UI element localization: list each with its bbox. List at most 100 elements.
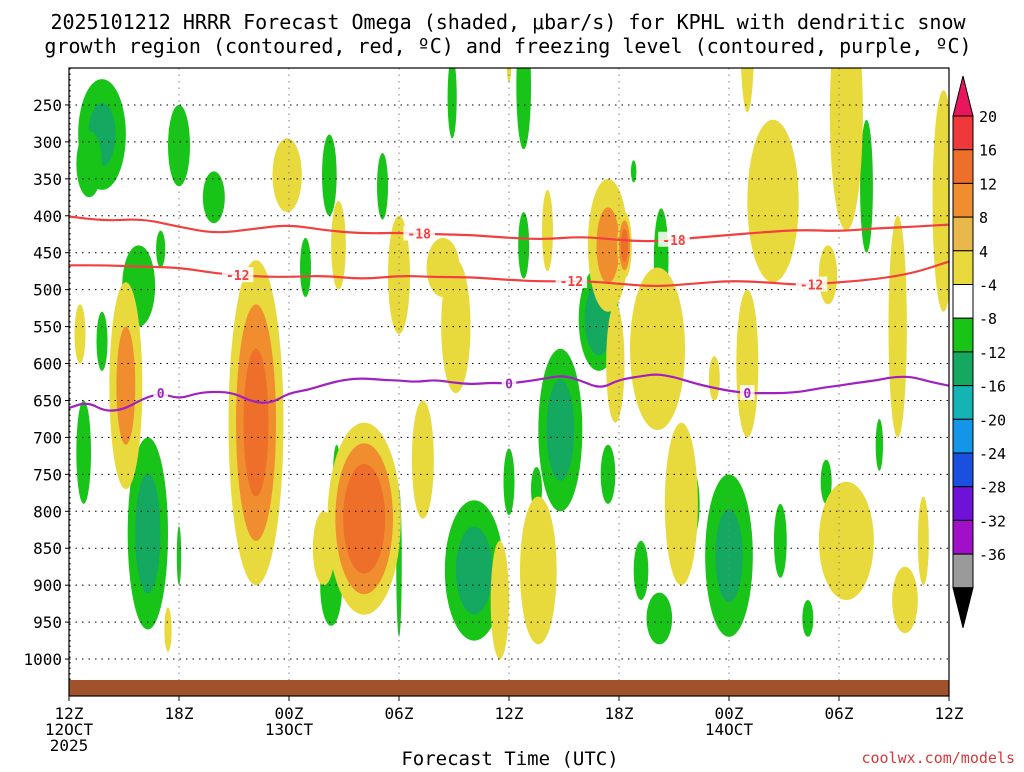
omega-cell <box>892 566 918 634</box>
omega-cell <box>96 311 108 371</box>
omega-contour-fill <box>630 160 637 183</box>
omega-contour-fill <box>116 326 136 445</box>
omega-contour-fill <box>202 171 225 224</box>
omega-contour-fill <box>520 496 557 645</box>
colorbar-segment <box>952 452 974 488</box>
omega-cell <box>503 448 515 515</box>
colorbar-label: -8 <box>979 310 997 328</box>
x-tick-label: 00Z <box>715 704 744 723</box>
y-tick-label: 750 <box>33 465 62 484</box>
omega-cell <box>587 178 629 312</box>
omega-cell <box>164 607 172 652</box>
colorbar-label: -4 <box>979 277 997 295</box>
colorbar-label: -24 <box>979 445 1006 463</box>
y-tick-label: 250 <box>33 96 62 115</box>
omega-contour-fill <box>860 119 873 253</box>
omega-contour-fill <box>596 207 620 284</box>
x-tick-label: 2025 <box>50 736 89 755</box>
y-tick-label: 350 <box>33 170 62 189</box>
omega-cell <box>202 171 225 224</box>
colorbar-label: -12 <box>979 344 1006 362</box>
y-tick-label: 800 <box>33 502 62 521</box>
omega-contour-fill <box>343 463 386 574</box>
omega-cell <box>327 422 401 615</box>
omega-contour-fill <box>633 540 649 600</box>
x-tick-label: 12Z <box>495 704 524 723</box>
omega-contour-fill <box>818 481 874 600</box>
colorbar-label: 4 <box>979 243 988 261</box>
contour-label-bg <box>221 267 254 283</box>
omega-contour-fill <box>740 68 754 113</box>
omega-contour-fill <box>818 245 838 305</box>
contour-label: -12 <box>560 275 583 290</box>
omega-cell <box>708 356 720 401</box>
omega-contour-fill <box>168 104 190 187</box>
y-tick-label: 450 <box>33 244 62 263</box>
colorbar-segment <box>952 149 974 184</box>
omega-contour-fill <box>917 496 929 586</box>
colorbar: 20 16 12 8 4 -4 -8 -12 -16 -20 -24 -28 -32 -36 <box>952 75 1006 628</box>
omega-contour-fill <box>411 400 434 519</box>
omega-cell <box>917 496 929 586</box>
colorbar-label: -20 <box>979 411 1006 429</box>
y-tick-label: 400 <box>33 207 62 226</box>
colorbar-label: 8 <box>979 209 988 227</box>
omega-contour-fill <box>322 134 337 216</box>
omega-cell <box>740 68 754 113</box>
colorbar-bottom-arrow <box>952 587 974 628</box>
y-axis-ticks: 250 300 350 400 450 500 550 600 650 700 750 800 850 9… <box>23 96 69 669</box>
y-tick-label: 850 <box>33 539 62 558</box>
contour-freezing-level: 0 0 0 <box>69 373 949 412</box>
omega-cell <box>109 282 143 490</box>
chart-title-line-2: growth region (contoured, red, ºC) and f… <box>44 34 971 58</box>
omega-contour-fill <box>243 348 269 497</box>
colorbar-segment <box>952 284 974 319</box>
omega-cell <box>444 500 504 641</box>
omega-cell <box>818 481 874 600</box>
omega-cell <box>617 212 632 279</box>
omega-cell <box>820 459 832 504</box>
colorbar-segment <box>952 519 974 555</box>
colorbar-label: -16 <box>979 378 1006 396</box>
omega-contour-fill <box>620 228 629 262</box>
omega-cell <box>76 400 91 504</box>
colorbar-label: -32 <box>979 512 1006 530</box>
omega-cell <box>168 104 190 187</box>
omega-cell <box>664 422 698 586</box>
omega-contour-fill <box>747 119 799 283</box>
omega-contour-fill <box>546 379 575 481</box>
omega-cell <box>228 260 284 586</box>
credit-link[interactable]: coolwx.com/models <box>861 749 1015 767</box>
contour-label: -18 <box>662 234 686 249</box>
contour-label: 0 <box>157 387 165 402</box>
x-tick-label: 12OCT <box>45 720 94 739</box>
omega-contour-fill <box>331 200 346 290</box>
omega-cell <box>538 348 583 512</box>
omega-contour-fill <box>96 311 108 371</box>
omega-cell <box>633 540 649 600</box>
omega-contour-fill <box>802 599 814 637</box>
omega-contour-fill <box>377 152 388 220</box>
omega-cell <box>411 400 434 519</box>
omega-contour-fill <box>490 540 510 660</box>
omega-contour-fill <box>820 459 832 504</box>
x-tick-label: 13OCT <box>265 720 314 739</box>
y-tick-label: 550 <box>33 318 62 337</box>
omega-cell <box>773 503 787 578</box>
colorbar-label: 16 <box>979 142 997 160</box>
x-tick-label: 12Z <box>55 704 84 723</box>
omega-contour-fill <box>76 400 91 504</box>
omega-contour-fill <box>600 444 616 504</box>
contour-label-bg <box>403 225 435 241</box>
omega-contour-fill <box>932 90 949 312</box>
omega-cell <box>156 230 166 268</box>
contour-label: 0 <box>743 387 751 402</box>
omega-contour-fill <box>518 212 530 279</box>
contour-label: -12 <box>800 278 823 293</box>
omega-cell <box>747 119 799 283</box>
temperature-contours: -18 -18 -12 -12 -12 0 0 0 <box>69 215 949 412</box>
omega-contour-fill <box>888 215 907 438</box>
omega-cell <box>300 237 311 298</box>
omega-cell <box>447 68 457 139</box>
omega-cell <box>875 418 883 471</box>
